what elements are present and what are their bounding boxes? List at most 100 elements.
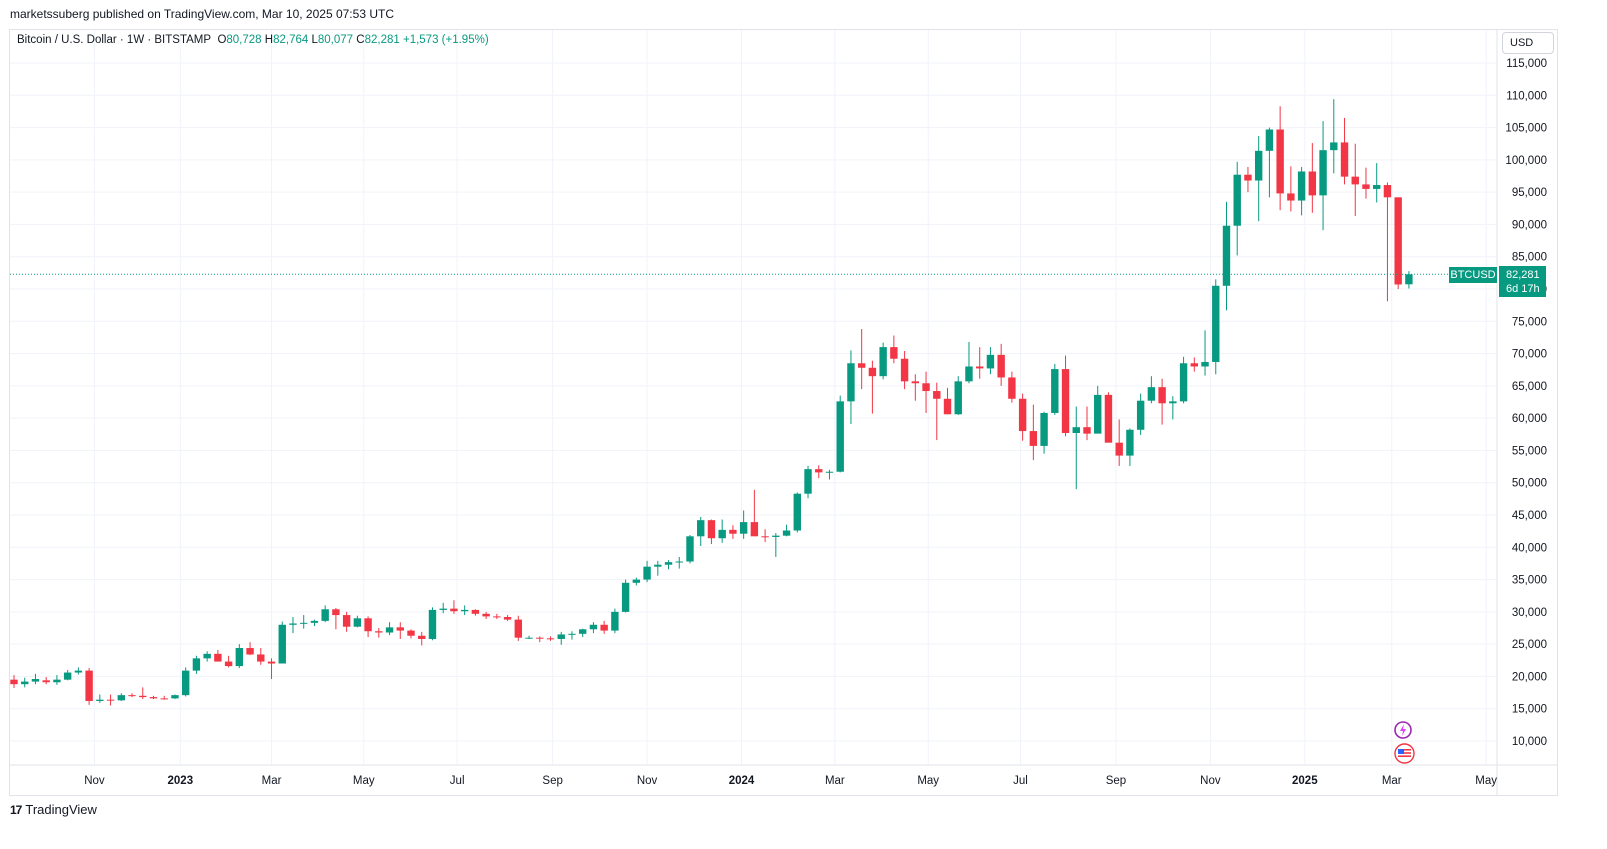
candle-up: [643, 566, 651, 580]
candle-down: [503, 617, 512, 620]
candle-up: [1233, 174, 1241, 226]
candle-down: [224, 661, 233, 667]
candle-up: [96, 699, 104, 701]
currency-button[interactable]: USD: [1502, 32, 1554, 54]
candle-down: [761, 536, 769, 538]
candle-down: [1158, 387, 1166, 404]
price-tick-label: 25,000: [1512, 639, 1547, 651]
candle-down: [1383, 185, 1392, 198]
candle-up: [879, 347, 887, 377]
price-tick-label: 70,000: [1512, 349, 1547, 361]
candle-up: [171, 695, 179, 699]
price-tick-label: 100,000: [1505, 155, 1547, 167]
candle-down: [1104, 394, 1113, 443]
time-tick-label: May: [917, 775, 939, 787]
candle-down: [342, 615, 351, 627]
candle-up: [1319, 150, 1327, 196]
price-tick-label: 65,000: [1512, 381, 1547, 393]
time-tick-label: Sep: [542, 775, 562, 787]
candle-down: [536, 637, 544, 639]
symbol-title[interactable]: Bitcoin / U.S. Dollar · 1W · BITSTAMP: [17, 34, 212, 46]
candle-down: [1340, 142, 1349, 177]
bolt-icon[interactable]: [1392, 720, 1414, 740]
time-tick-label: May: [353, 775, 375, 787]
footer-brand[interactable]: TradingView: [25, 802, 97, 817]
candle-up: [385, 627, 394, 633]
candle-up: [793, 493, 801, 531]
candle-up: [203, 653, 211, 659]
price-tick-label: 115,000: [1506, 58, 1547, 70]
tradingview-logo-icon: 17: [10, 802, 22, 817]
candle-down: [900, 358, 909, 382]
candle-down: [1276, 129, 1284, 194]
candle-down: [267, 661, 276, 664]
candle-down: [922, 383, 930, 392]
last-price-value: 82,281: [1506, 269, 1540, 281]
candle-up: [654, 564, 662, 567]
candle-down: [482, 613, 490, 617]
candle-up: [192, 658, 201, 671]
candle-up: [310, 620, 319, 623]
candle-down: [246, 648, 254, 655]
candle-down: [364, 618, 372, 632]
price-tick-label: 55,000: [1512, 445, 1547, 457]
candle-down: [868, 367, 877, 377]
price-tick-label: 45,000: [1512, 510, 1547, 522]
candle-up: [578, 629, 587, 634]
candle-down: [976, 366, 984, 369]
candle-down: [546, 638, 555, 640]
candle-up: [697, 520, 705, 537]
time-tick-label: Sep: [1106, 775, 1126, 787]
price-tick-label: 15,000: [1512, 704, 1547, 716]
high-value: 82,764: [273, 34, 309, 46]
high-label: H: [264, 34, 274, 46]
us-flag-icon[interactable]: [1394, 743, 1415, 764]
time-tick-label: Mar: [262, 775, 282, 787]
candle-down: [375, 631, 383, 633]
candle-down: [1083, 427, 1091, 434]
candle-up: [1051, 369, 1059, 413]
candle-down: [514, 619, 523, 638]
candle-up: [568, 633, 576, 635]
price-tick-label: 30,000: [1512, 607, 1547, 619]
candle-up: [686, 536, 694, 562]
time-axis: Nov 2023 Mar May Jul Sep Nov 2024 Mar May Jul Sep No…: [10, 764, 1557, 787]
candle-down: [418, 635, 426, 639]
candle-up: [117, 695, 125, 701]
time-tick-label: May: [1475, 775, 1497, 787]
candle-up: [1147, 387, 1156, 401]
time-tick-label: Mar: [825, 775, 845, 787]
candle-down: [106, 699, 115, 701]
candle-down: [943, 398, 952, 415]
candle-down: [1008, 377, 1016, 399]
candle-down: [257, 654, 265, 662]
candle-up: [1040, 412, 1048, 446]
time-tick-label: Jul: [450, 775, 465, 787]
candle-up: [1222, 225, 1231, 286]
candle-down: [10, 679, 18, 685]
candle-down: [933, 391, 941, 399]
candle-up: [321, 609, 329, 621]
candle-down: [1287, 193, 1295, 201]
candle-down: [857, 363, 866, 368]
chart-frame: [9, 29, 1558, 796]
candle-up: [847, 363, 855, 402]
candle-up: [557, 634, 565, 639]
candle-down: [450, 608, 458, 612]
time-tick-label: 2024: [729, 775, 755, 787]
candle-up: [611, 611, 619, 631]
candle-down: [1351, 176, 1359, 185]
candle-up: [1179, 363, 1188, 402]
candle-up: [1297, 171, 1306, 201]
candle-down: [149, 697, 158, 699]
candle-up: [825, 471, 834, 473]
open-value: 80,728: [226, 34, 262, 46]
candle-up: [1373, 185, 1381, 189]
candle-up: [1169, 401, 1177, 404]
candle-down: [1308, 171, 1317, 196]
candle-down: [997, 354, 1005, 378]
candle-down: [911, 381, 920, 384]
time-tick-label: Nov: [84, 775, 105, 787]
low-label: L: [311, 34, 318, 46]
